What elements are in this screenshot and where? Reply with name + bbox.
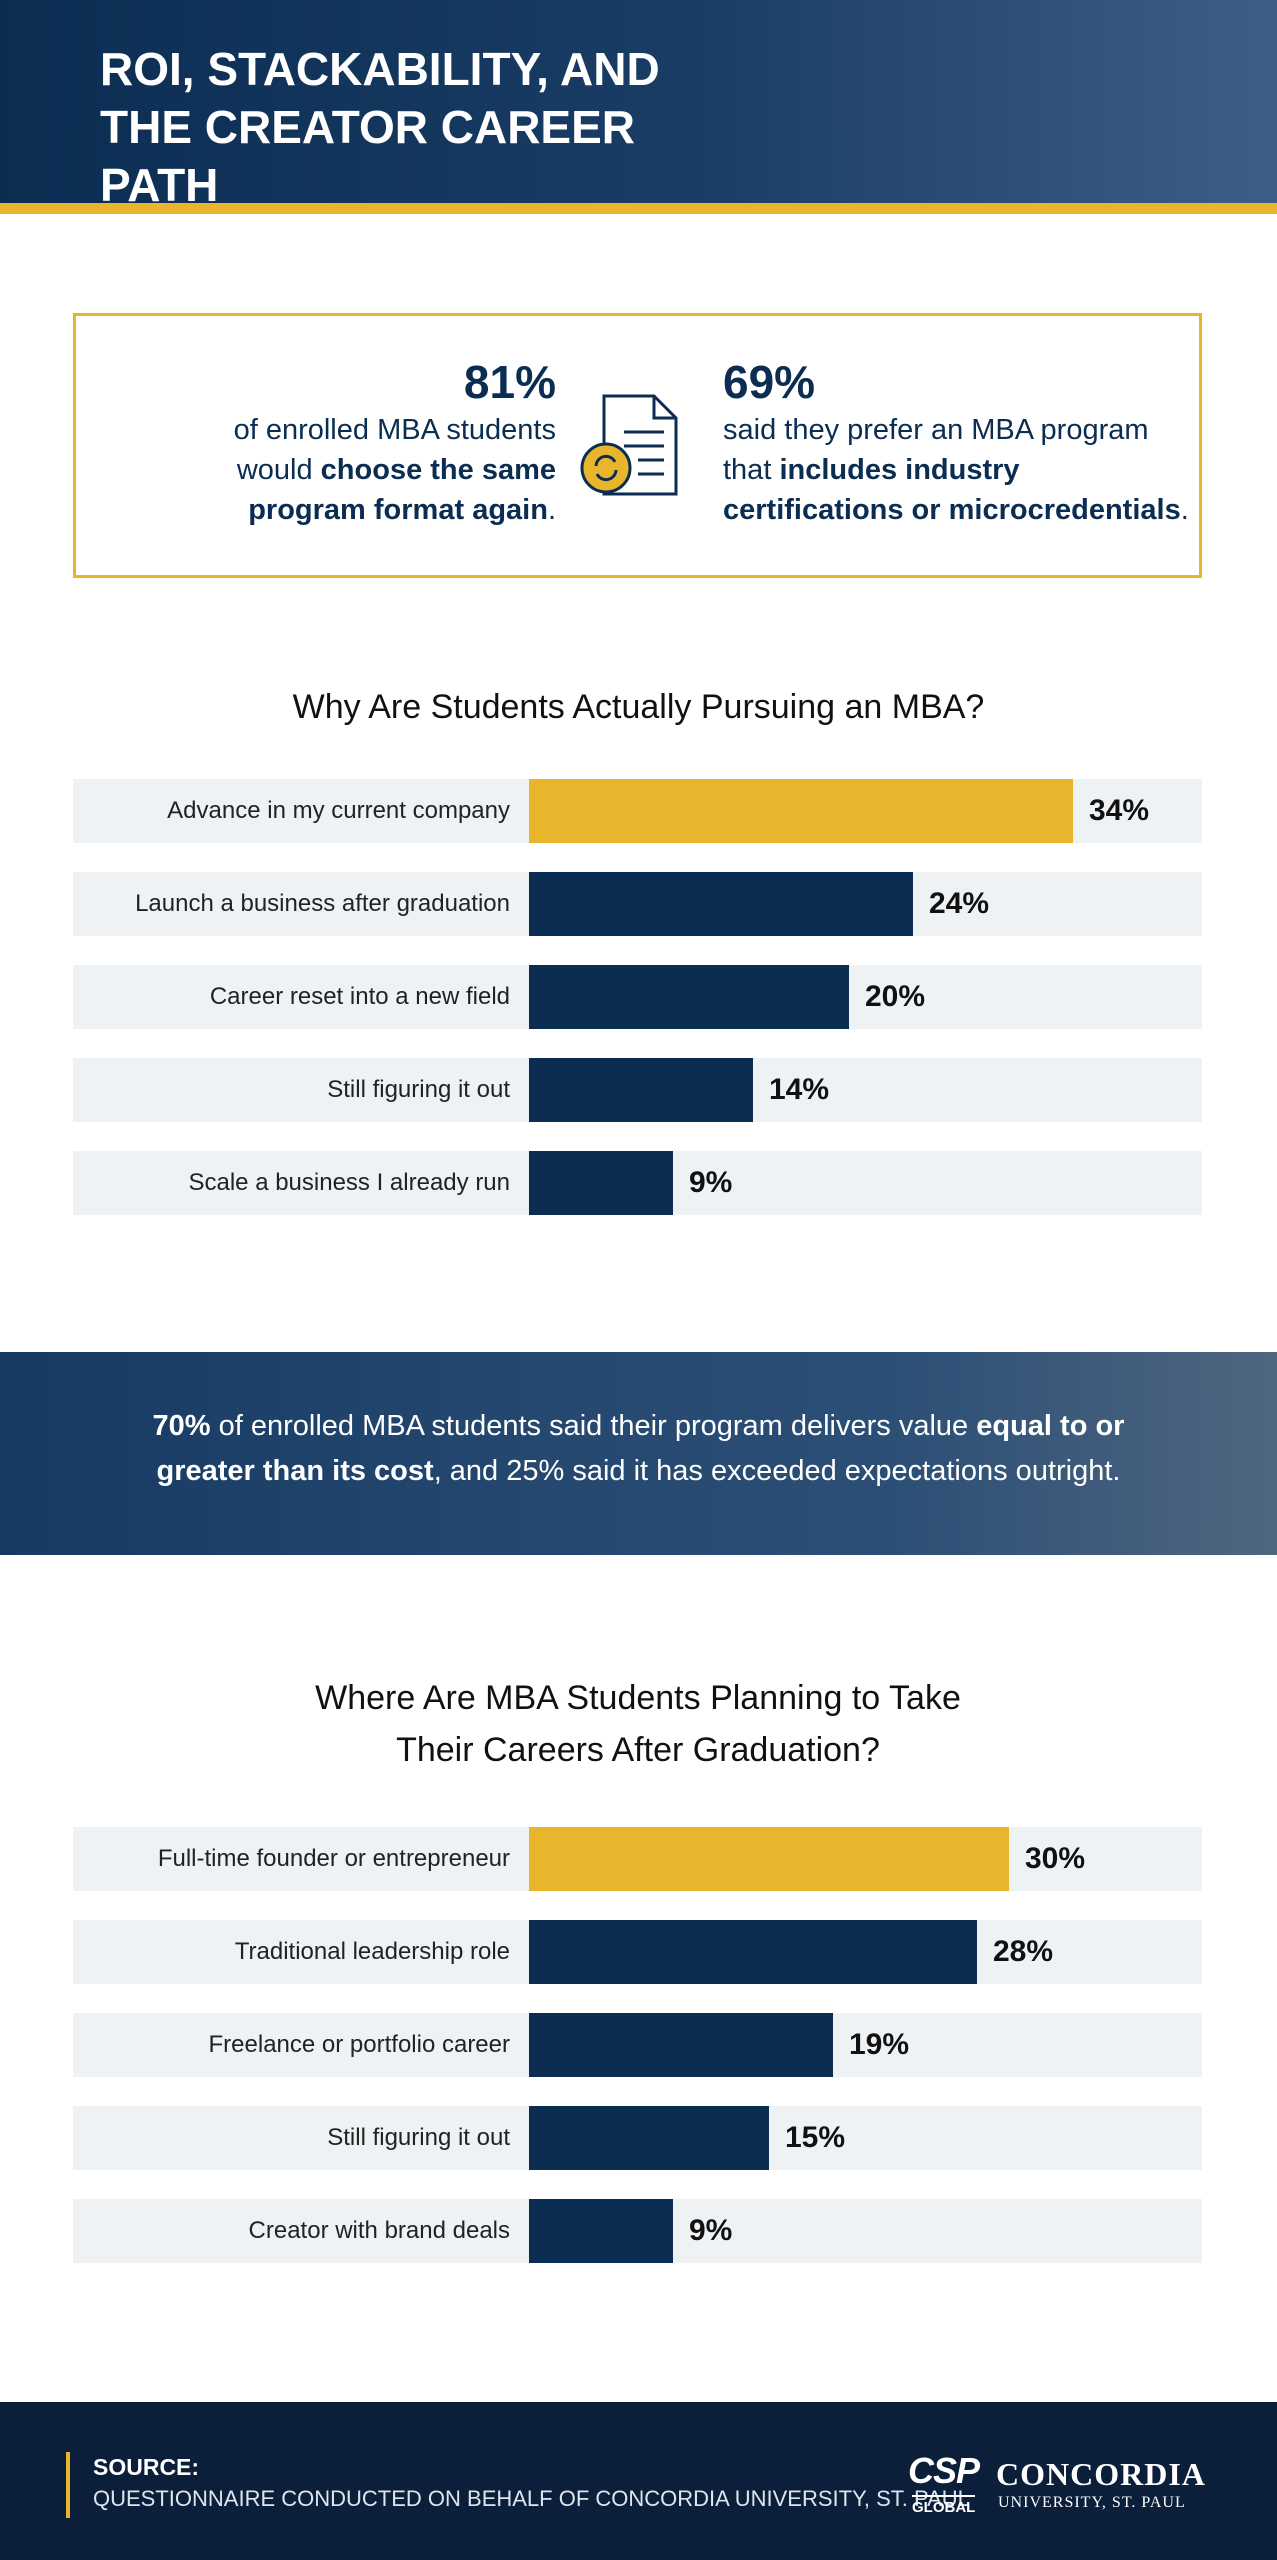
text-segment: . [547, 494, 556, 526]
value-label: 9% [689, 1166, 733, 1199]
bar-chart: Full-time founder or entrepreneur 30% Trad… [0, 1827, 1277, 2297]
bar-row: Freelance or portfolio career 19% [73, 2013, 1202, 2077]
stat-text: said they prefer an MBA program that inc… [723, 410, 1193, 530]
footer: SOURCE: QUESTIONNAIRE CONDUCTED ON BEHAL… [0, 2402, 1277, 2560]
bar-row: Launch a business after graduation 24% [73, 872, 1202, 936]
stat-number: 81% [463, 356, 556, 408]
stat-right: 69% said they prefer an MBA program that… [723, 354, 1193, 530]
logo-tagline: UNIVERSITY, ST. PAUL [998, 2494, 1186, 2511]
value-label: 19% [849, 2028, 910, 2061]
source-text: QUESTIONNAIRE CONDUCTED ON BEHALF OF CON… [93, 2486, 970, 2511]
text-segment: . [1180, 494, 1189, 526]
bar [529, 1827, 1009, 1891]
banner-text: 70% of enrolled MBA students said their … [120, 1404, 1157, 1494]
bar [529, 965, 849, 1029]
bar-row: Full-time founder or entrepreneur 30% [73, 1827, 1202, 1891]
category-label: Creator with brand deals [248, 2217, 510, 2244]
bar [529, 2199, 673, 2263]
bar-row: Career reset into a new field 20% [73, 965, 1202, 1029]
value-label: 9% [689, 2214, 733, 2247]
bar [529, 1920, 977, 1984]
logo-sub: GLOBAL [912, 2495, 976, 2516]
chart-title: Why Are Students Actually Pursuing an MB… [292, 688, 985, 726]
bar-row: Scale a business I already run 9% [73, 1151, 1202, 1215]
header: ROI, STACKABILITY, AND THE CREATOR CAREE… [0, 0, 1277, 211]
text-segment: of enrolled MBA students said their prog… [210, 1410, 977, 1442]
document-icon [580, 394, 678, 496]
text-segment: of enrolled MBA students would [233, 414, 556, 486]
stat-number: 69% [723, 356, 816, 408]
bar [529, 872, 913, 936]
value-label: 15% [785, 2121, 846, 2154]
value-label: 14% [769, 1073, 830, 1106]
category-label: Still figuring it out [327, 1076, 510, 1103]
source-rule [66, 2452, 70, 2518]
category-label: Freelance or portfolio career [208, 2031, 510, 2058]
value-label: 30% [1025, 1842, 1086, 1875]
stat-left: 81% of enrolled MBA students would choos… [196, 354, 556, 530]
category-label: Career reset into a new field [209, 983, 510, 1010]
category-label: Still figuring it out [327, 2124, 510, 2151]
page-title: ROI, STACKABILITY, AND THE CREATOR CAREE… [100, 43, 660, 211]
bar-row: Still figuring it out 14% [73, 1058, 1202, 1122]
accent-stripe [0, 203, 1277, 214]
bar [529, 1151, 673, 1215]
stat-text: of enrolled MBA students would choose th… [196, 410, 556, 530]
value-label: 20% [865, 980, 926, 1013]
source-label: SOURCE: [93, 2454, 200, 2480]
category-label: Launch a business after graduation [135, 890, 510, 917]
bar [529, 1058, 753, 1122]
logo-mark: CSP [908, 2450, 980, 2491]
chart-title: Where Are MBA Students Planning to Take … [315, 1679, 961, 1769]
value-label: 34% [1089, 794, 1150, 827]
bar [529, 2013, 833, 2077]
bar-row: Still figuring it out 15% [73, 2106, 1202, 2170]
category-label: Full-time founder or entrepreneur [157, 1845, 510, 1872]
bar-row: Traditional leadership role 28% [73, 1920, 1202, 1984]
category-label: Traditional leadership role [234, 1938, 510, 1965]
value-label: 24% [929, 887, 990, 920]
banner: 70% of enrolled MBA students said their … [0, 1352, 1277, 1555]
category-label: Scale a business I already run [188, 1169, 510, 1196]
text-segment: 70% [152, 1410, 211, 1442]
value-label: 28% [993, 1935, 1054, 1968]
bar-row: Advance in my current company 34% [73, 779, 1202, 843]
bar-row: Creator with brand deals 9% [73, 2199, 1202, 2263]
bar-chart: Advance in my current company 34% Launch a… [0, 779, 1277, 1249]
text-segment: choose the same program format again [248, 454, 556, 526]
text-segment: equal to or greater than its cost [156, 1410, 1125, 1487]
bar [529, 2106, 769, 2170]
bar [529, 779, 1073, 843]
category-label: Advance in my current company [167, 797, 510, 824]
text-segment: said they prefer an MBA program that [723, 414, 1149, 486]
logo-name: CONCORDIA [996, 2456, 1206, 2492]
text-segment: , and 25% said it has exceeded expectati… [433, 1455, 1121, 1487]
text-segment: includes industry certifications or micr… [723, 454, 1181, 526]
stats-box: 81% of enrolled MBA students would choos… [73, 313, 1202, 578]
